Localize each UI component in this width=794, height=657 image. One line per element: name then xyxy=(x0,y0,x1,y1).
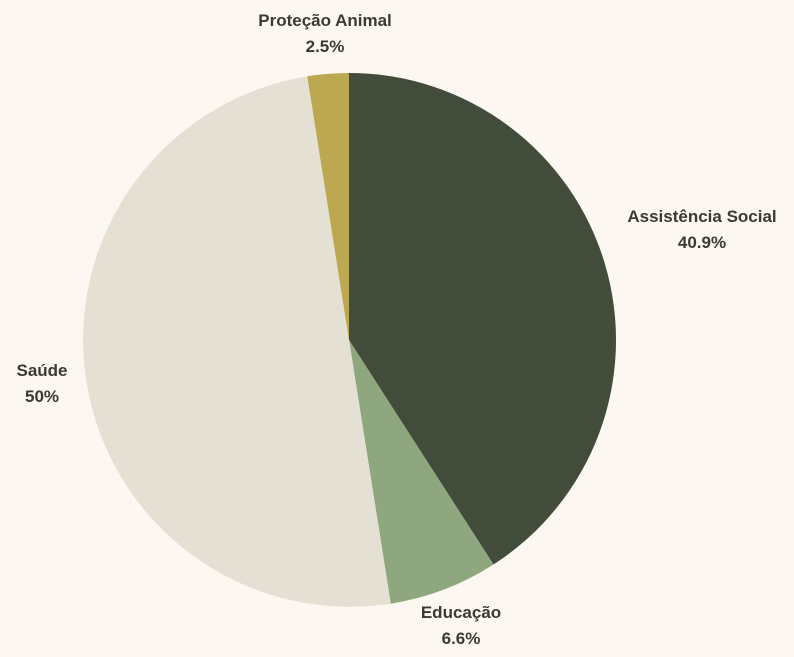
slice-name-protecao-animal: Proteção Animal xyxy=(258,11,392,30)
slice-name-saude: Saúde xyxy=(16,361,67,380)
slice-value-saude: 50% xyxy=(25,387,59,406)
slice-name-educacao: Educação xyxy=(421,603,501,622)
pie-slice-assistencia-social xyxy=(349,73,616,565)
slice-name-assistencia-social: Assistência Social xyxy=(627,207,776,226)
slice-value-educacao: 6.6% xyxy=(442,629,481,648)
pie-slices xyxy=(83,73,616,607)
slice-value-assistencia-social: 40.9% xyxy=(678,233,726,252)
pie-labels: Assistência Social 40.9% Educação 6.6% Saúde… xyxy=(16,11,776,648)
pie-slice-protecao-animal xyxy=(307,73,349,340)
pie-slice-educacao xyxy=(349,340,494,604)
pie-slice-saude xyxy=(83,76,391,607)
slice-value-protecao-animal: 2.5% xyxy=(306,37,345,56)
